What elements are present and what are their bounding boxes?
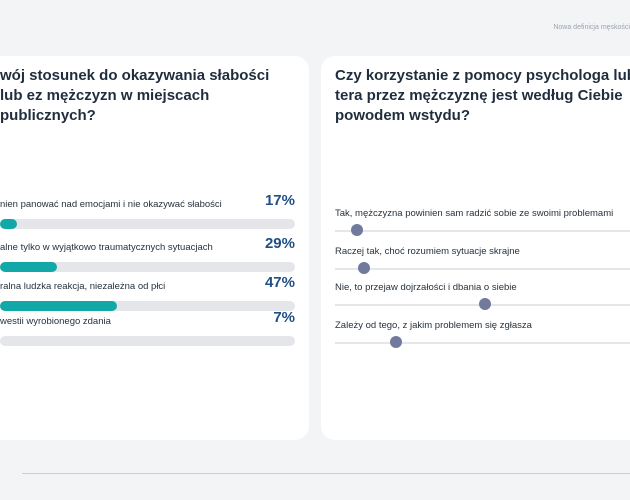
left-option-label: alne tylko w wyjątkowo traumatycznych sy… [0, 242, 213, 253]
right-option-label: Zależy od tego, z jakim problemem się zg… [335, 320, 532, 331]
right-option-marker [479, 298, 492, 310]
right-survey-card: Czy korzystanie z pomocy psychologa lub … [321, 56, 630, 440]
left-survey-card: wój stosunek do okazywania słabości lub … [0, 56, 309, 440]
right-option-track [335, 342, 630, 344]
right-option-marker [351, 224, 364, 236]
left-option-bar [0, 262, 58, 272]
right-option-track [335, 268, 630, 270]
right-option-track [335, 230, 630, 232]
right-option-label: Nie, to przejaw dojrzałości i dbania o s… [335, 282, 517, 293]
right-option-marker [357, 262, 370, 274]
left-option-bar [0, 219, 17, 229]
left-option-label: ralna ludzka reakcja, niezależna od płci [0, 281, 166, 292]
right-option-label: Tak, mężczyzna powinien sam radzić sobie… [335, 208, 614, 219]
left-option-bar-track [0, 219, 295, 229]
left-card-title: wój stosunek do okazywania słabości lub … [0, 67, 270, 124]
header-note: Nowa definicja męskości [553, 24, 630, 31]
left-option-label: nien panować nad emocjami i nie okazywać… [0, 199, 222, 210]
right-card-title: Czy korzystanie z pomocy psychologa lub … [335, 67, 630, 124]
left-option-bar [0, 301, 118, 311]
left-option-bar-track [0, 301, 295, 311]
left-option-bar-track [0, 262, 295, 272]
left-option-bar-track [0, 336, 295, 346]
right-option-label: Raczej tak, choć rozumiem sytuacje skraj… [335, 246, 520, 257]
right-option-marker [389, 336, 402, 348]
left-option-percent: 17% [264, 192, 295, 209]
left-option-label: westii wyrobionego zdania [0, 316, 111, 327]
left-option-percent: 7% [273, 309, 295, 326]
footer-divider [22, 473, 630, 474]
left-option-percent: 29% [264, 235, 295, 252]
left-option-percent: 47% [264, 274, 295, 291]
